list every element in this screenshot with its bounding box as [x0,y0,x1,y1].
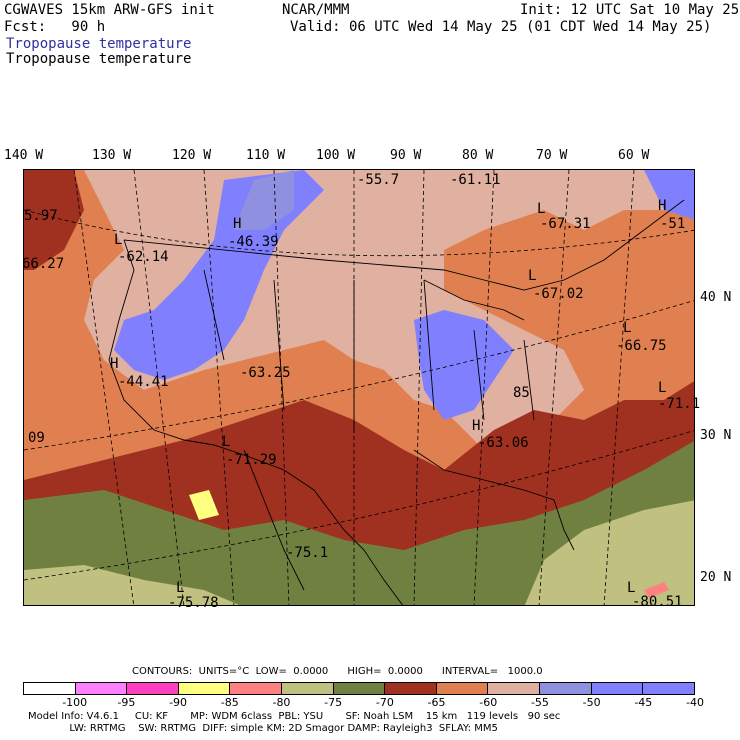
value-label: -75.78 [168,595,219,611]
pressure-center-marker: L [623,320,632,336]
field-blue-northeast [644,170,694,220]
color-bar-tick-label: -100 [62,696,88,709]
pressure-center-marker: L [537,201,546,217]
field-blue-midwest [414,310,514,420]
color-bar-swatch [333,683,386,694]
value-label: 85 [513,385,530,401]
value-label: -51 [660,216,686,232]
lon-label: 100 W [316,148,356,163]
lat-label: 20 N [700,570,732,585]
color-bar-tick-label: -55 [530,696,549,709]
value-label: -55.7 [357,172,400,188]
field-tan-sw [24,565,240,605]
value-label: -66.75 [616,338,667,354]
value-label: -71.1 [658,396,701,412]
color-bar-swatch [643,683,694,694]
color-bar-tick-label: -70 [375,696,394,709]
color-bar-swatch [230,683,283,694]
lat-label: 40 N [700,290,732,305]
graticule [24,170,694,605]
value-label: 5.97 [24,208,58,224]
pressure-center-marker: H [658,198,667,214]
value-label: -46.39 [228,234,279,250]
map-canvas [24,170,694,605]
value-label: 09 [28,430,45,446]
field-tan-se [524,500,694,605]
color-bar-swatch [282,683,334,694]
lon-label: 120 W [172,148,212,163]
value-label: -71.29 [226,452,277,468]
color-bar-tick-label: -50 [582,696,601,709]
pressure-center-marker: L [176,580,185,596]
pressure-center-marker: H [472,418,481,434]
field-salmon-spot [644,582,669,598]
color-bar-swatch [436,683,489,694]
color-bar-tick-label: -40 [686,696,704,709]
value-label: -63.25 [240,365,291,381]
lon-label: 70 W [536,148,568,163]
value-label: -63.06 [478,435,529,451]
color-bar-tick-label: -45 [634,696,653,709]
contours-info: CONTOURS: UNITS=°C LOW= 0.0000 HIGH= 0.0… [132,666,543,677]
value-label: -67.31 [540,216,591,232]
color-bar-swatch [591,683,644,694]
pressure-center-marker: H [233,216,242,232]
lon-label: 80 W [462,148,494,163]
field-olive-south [24,441,694,605]
color-bar-swatch [127,683,179,694]
value-label: -67.02 [533,286,584,302]
field-darkred-band [24,381,694,560]
pressure-center-marker: L [658,380,667,396]
field-title-shaded: Tropopause temperature [6,36,192,52]
pressure-center-marker: H [110,356,119,372]
lon-label: 130 W [92,148,132,163]
model-title: CGWAVES 15km ARW-GFS init [4,2,215,18]
color-bar-swatch [385,683,437,694]
color-bar-swatch [75,683,128,694]
lon-label: 140 W [4,148,44,163]
field-yellow-spot [189,490,219,520]
color-bar [23,682,695,695]
color-bar-tick-label: -85 [220,696,239,709]
lon-label: 110 W [246,148,286,163]
color-bar-swatch [24,683,76,694]
color-bar-tick-label: -65 [427,696,446,709]
color-bar-tick-label: -75 [324,696,343,709]
field-lavender-west [234,170,294,230]
model-info-line2: LW: RRTMG SW: RRTMG DIFF: simple KM: 2D … [28,723,498,734]
lon-label: 90 W [390,148,422,163]
color-bar-swatch [540,683,592,694]
tropopause-temperature-map [23,169,695,606]
field-darkred-nw [24,170,84,270]
pressure-center-marker: L [528,268,537,284]
value-label: -80.51 [632,594,683,610]
color-bar-tick-label: -60 [479,696,498,709]
value-label: -44.41 [118,374,169,390]
color-bar-tick-label: -95 [117,696,136,709]
color-bar-swatch [178,683,231,694]
field-title-contour: Tropopause temperature [6,51,192,67]
color-bar-tick-label: -90 [169,696,188,709]
center-label: NCAR/MMM [282,2,350,18]
color-bar-swatch [488,683,541,694]
value-label: -75.1 [286,545,329,561]
valid-time: Valid: 06 UTC Wed 14 May 25 (01 CDT Wed … [290,19,712,35]
pressure-center-marker: L [627,580,636,596]
forecast-hour: Fcst: 90 h [4,19,106,35]
value-label: -61.11 [450,172,501,188]
lat-label: 30 N [700,428,732,443]
value-label: -62.14 [118,249,169,265]
political-boundaries [108,199,685,605]
pressure-center-marker: L [114,232,123,248]
pressure-center-marker: L [222,434,231,450]
value-label: 66.27 [22,256,65,272]
color-bar-tick-label: -80 [272,696,291,709]
model-info-line1: Model Info: V4.6.1 CU: KF MP: WDM 6class… [28,711,561,722]
init-time: Init: 12 UTC Sat 10 May 25 [520,2,740,18]
lon-label: 60 W [618,148,650,163]
